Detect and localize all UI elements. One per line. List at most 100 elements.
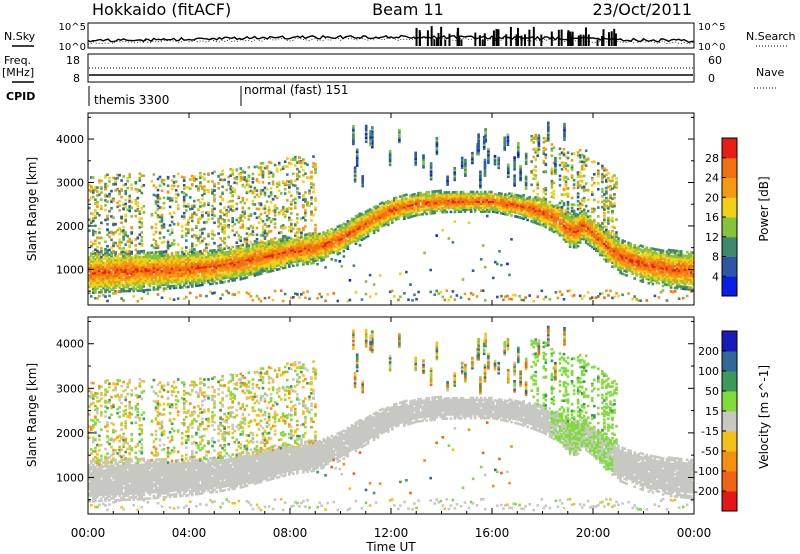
power-cell: [114, 262, 117, 266]
power-cell: [187, 268, 190, 271]
power-cell: [160, 241, 164, 244]
power-cell: [550, 219, 554, 223]
power-cell: [138, 172, 142, 175]
power-cell: [229, 199, 232, 203]
power-cell: [124, 254, 127, 258]
power-cell: [223, 272, 226, 276]
power-cell: [411, 195, 414, 199]
power-cell: [90, 264, 93, 267]
power-cell: [166, 279, 170, 282]
power-cell: [271, 269, 275, 272]
power-cell: [162, 256, 166, 259]
power-cell: [152, 238, 156, 241]
power-cell: [455, 196, 459, 200]
power-cell: [540, 223, 544, 227]
power-cell: [191, 247, 194, 251]
freq-tick-bottom: 8: [73, 72, 80, 85]
power-cell: [542, 196, 546, 200]
power-cell: [257, 251, 261, 255]
power-cell: [98, 251, 101, 254]
power-cell: [227, 235, 230, 239]
power-cell: [148, 284, 152, 288]
power-cell: [348, 232, 352, 235]
power-cell: [207, 255, 210, 259]
power-cell: [566, 224, 570, 228]
power-cell: [213, 196, 216, 199]
power-cell: [120, 260, 123, 264]
power-cell: [178, 256, 182, 260]
power-cell: [247, 207, 251, 210]
power-cell: [409, 211, 412, 215]
power-cell: [459, 198, 463, 202]
power-cell: [185, 256, 188, 260]
power-cell: [237, 256, 241, 260]
power-cell: [90, 219, 93, 223]
power-cell: [239, 258, 243, 261]
power-cell: [328, 242, 331, 245]
power-cell: [290, 218, 293, 222]
power-cell: [300, 231, 303, 234]
power-cell: [483, 206, 487, 209]
power-cell: [267, 175, 271, 179]
power-cell: [116, 274, 119, 278]
power-cell: [330, 237, 333, 241]
power-cell: [148, 251, 152, 254]
power-cell: [508, 202, 511, 205]
power-cell: [281, 255, 285, 258]
power-cell: [572, 241, 576, 245]
power-cell: [92, 287, 95, 290]
power-cell: [443, 201, 447, 204]
power-cell: [500, 263, 503, 267]
power-cell: [356, 223, 360, 227]
power-cell: [538, 221, 542, 224]
power-cell: [572, 224, 576, 227]
power-cell: [566, 187, 570, 190]
power-cell: [372, 211, 376, 215]
power-cell: [231, 267, 234, 271]
power-cell: [324, 242, 327, 245]
power-cell: [261, 241, 265, 244]
power-cell: [178, 276, 182, 280]
power-cell: [415, 208, 418, 211]
power-cell: [187, 256, 190, 259]
power-cell: [372, 223, 376, 227]
power-cell: [116, 282, 119, 285]
power-cell: [182, 211, 186, 215]
power-cell: [138, 220, 142, 224]
power-cell: [170, 263, 174, 266]
power-cell: [187, 266, 190, 269]
power-cell: [405, 209, 408, 212]
power-cell: [221, 211, 224, 215]
power-cell: [213, 253, 216, 256]
power-cell: [138, 189, 142, 192]
power-cell: [160, 277, 164, 281]
power-cell: [152, 264, 156, 268]
power-cell: [263, 249, 267, 253]
power-cell: [570, 224, 574, 227]
power-cell: [229, 252, 232, 255]
power-cell: [409, 213, 412, 217]
power-cell: [162, 277, 166, 281]
power-cell: [312, 248, 315, 251]
power-cell: [158, 184, 162, 187]
power-cell: [552, 213, 556, 216]
power-cell: [534, 204, 537, 207]
power-cell: [461, 206, 465, 210]
power-cell: [265, 270, 269, 274]
power-cell: [158, 262, 162, 265]
power-cell: [158, 206, 162, 209]
power-cell: [156, 193, 160, 197]
power-cell: [304, 235, 307, 238]
power-cell: [118, 278, 121, 281]
power-cell: [118, 253, 121, 256]
power-cell: [439, 205, 443, 208]
power-cell: [180, 278, 184, 281]
power-cell: [219, 254, 222, 257]
power-cell: [98, 227, 101, 231]
power-cell: [251, 202, 255, 206]
power-cell: [267, 252, 271, 256]
power-cell: [449, 204, 453, 208]
power-cell: [263, 269, 267, 272]
power-cell: [217, 256, 220, 259]
power-cell: [530, 216, 533, 219]
